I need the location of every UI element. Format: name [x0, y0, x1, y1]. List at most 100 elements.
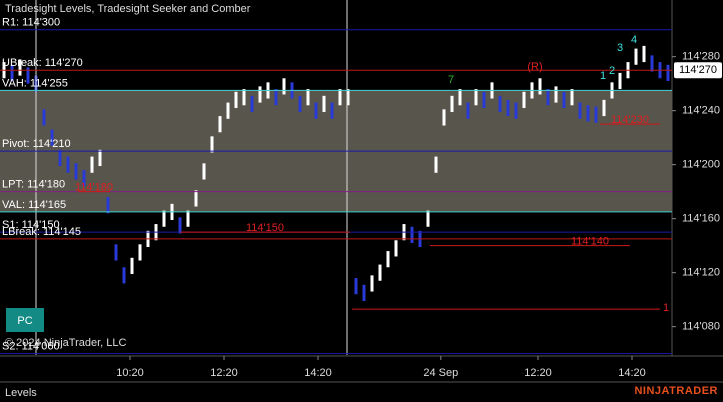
y-tick-label: 114'200	[682, 159, 720, 171]
candle	[162, 210, 166, 227]
candle	[338, 89, 342, 106]
candle	[546, 89, 550, 106]
candle	[10, 64, 14, 81]
candle	[506, 99, 510, 117]
annotation: 1	[600, 70, 606, 82]
pc-button-label[interactable]: PC	[17, 315, 32, 327]
level-label: UBreak: 114'270	[2, 57, 83, 69]
candle	[522, 91, 526, 108]
x-tick-label: 12:20	[210, 367, 238, 379]
level-label: S1: 114'150	[2, 219, 60, 231]
copyright: © 2024 NinjaTrader, LLC	[5, 337, 126, 349]
candle	[450, 95, 454, 113]
candle	[18, 59, 22, 76]
candle	[474, 89, 478, 106]
candle	[346, 89, 350, 106]
candle	[242, 89, 246, 106]
level-label: S2: 114'060	[2, 341, 60, 353]
candle	[138, 244, 142, 261]
candle	[434, 156, 438, 173]
candle	[394, 240, 398, 257]
candle	[250, 95, 254, 113]
candle	[218, 116, 222, 133]
marker-label: 114'150	[246, 222, 284, 234]
candle	[594, 106, 598, 123]
y-tick-label: 114'240	[682, 105, 720, 117]
candle	[314, 102, 318, 119]
annotation: 3	[617, 42, 623, 54]
candle	[378, 264, 382, 281]
current-price-label: 114'270	[679, 64, 717, 76]
marker-label: 1	[663, 302, 669, 314]
level-label: VAH: 114'255	[2, 77, 68, 89]
candle	[322, 95, 326, 113]
candle	[466, 102, 470, 119]
candle	[66, 156, 70, 173]
candle	[570, 89, 574, 106]
marker-label: 114'230	[611, 114, 649, 126]
candle	[274, 89, 278, 106]
pc-button[interactable]	[6, 308, 44, 332]
y-tick-label: 114'120	[682, 267, 720, 279]
candle	[122, 267, 126, 284]
annotation: 2	[609, 65, 615, 77]
candle	[458, 89, 462, 106]
candle	[554, 86, 558, 103]
annotation: 4	[631, 34, 637, 46]
candle	[194, 190, 198, 207]
x-tick-label: 14:20	[618, 367, 646, 379]
level-label: LBreak: 114'145	[2, 226, 81, 238]
level-label: Pivot: 114'210	[2, 138, 71, 150]
candle	[186, 210, 190, 227]
x-tick-label: 12:20	[524, 367, 552, 379]
candle	[234, 91, 238, 108]
candle	[130, 257, 134, 275]
current-price-box	[674, 62, 722, 79]
candle	[202, 163, 206, 180]
logo: NINJATRADER	[634, 385, 718, 397]
level-label: VAL: 114'165	[2, 199, 66, 211]
y-tick-label: 114'080	[682, 321, 720, 333]
candle	[42, 109, 46, 126]
candle	[666, 64, 670, 81]
x-tick-label: 14:20	[304, 367, 332, 379]
x-tick-label: 10:20	[116, 367, 144, 379]
chart-title: Tradesight Levels, Tradesight Seeker and…	[5, 3, 251, 15]
y-tick-label: 114'280	[682, 51, 720, 63]
candle	[74, 163, 78, 180]
candle	[354, 278, 358, 295]
candle	[330, 102, 334, 119]
candle	[482, 91, 486, 108]
candle	[410, 226, 414, 243]
annotation: (R)	[527, 61, 542, 73]
candle	[306, 89, 310, 106]
candle	[58, 149, 62, 167]
level-label: R1: 114'300	[2, 17, 60, 29]
candle	[618, 72, 622, 90]
panel-label: Levels	[5, 387, 37, 399]
candle	[634, 48, 638, 65]
candle	[226, 102, 230, 119]
marker-label: 114'140	[571, 236, 609, 248]
candle	[362, 284, 366, 302]
candle	[602, 99, 606, 117]
candle	[650, 55, 654, 72]
y-tick-label: 114'160	[682, 213, 720, 225]
annotation: 7	[448, 74, 454, 86]
candle	[442, 109, 446, 126]
candle	[282, 78, 286, 95]
x-tick-label: 24 Sep	[423, 367, 458, 379]
candle	[370, 275, 374, 292]
level-label: LPT: 114'180	[2, 179, 65, 191]
candle	[538, 78, 542, 95]
marker-label: 114'180	[75, 182, 113, 194]
candle	[426, 210, 430, 227]
candle	[210, 136, 214, 153]
candle	[106, 197, 110, 214]
candle	[258, 86, 262, 103]
candle	[586, 105, 590, 122]
candle	[642, 45, 646, 63]
candle	[578, 102, 582, 119]
candle	[514, 102, 518, 119]
candle	[386, 251, 390, 268]
